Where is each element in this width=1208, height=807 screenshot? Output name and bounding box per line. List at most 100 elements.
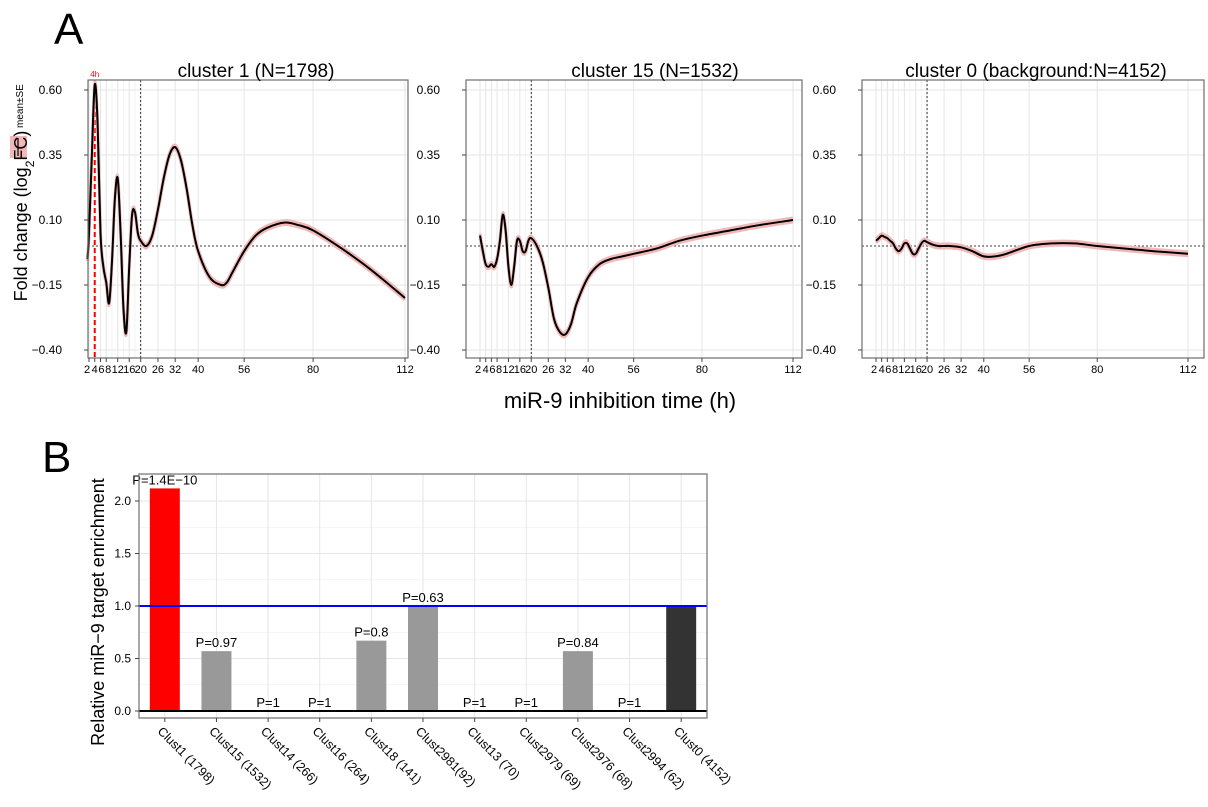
se-band-upper (874, 232, 1189, 257)
x-tick-label: 80 (696, 364, 708, 376)
x-tick-label: 16 (910, 364, 922, 376)
mean-series-line (875, 234, 1189, 258)
bar (562, 651, 593, 711)
x-tick-label: 112 (784, 364, 802, 376)
mean-series-line (479, 213, 794, 336)
y-tick-label: 1.0 (114, 599, 131, 613)
p-value-label: P=1 (256, 695, 280, 710)
x-tick-label: 80 (1091, 364, 1103, 376)
fold-change-axis-label: Fold change (log2FC) (11, 131, 37, 302)
x-tick-label: 2 (871, 364, 877, 376)
y-tick-label: −0.15 (32, 278, 63, 292)
bar (666, 606, 697, 711)
y-tick-label: 0.60 (417, 83, 441, 97)
bar (408, 606, 438, 711)
y-tick-label: −0.40 (32, 343, 63, 357)
chart-title: cluster 1 (N=1798) (178, 61, 335, 82)
x-tick-label: 32 (559, 364, 571, 376)
y-tick-label: 0.35 (417, 148, 441, 162)
x-tick-label: 4 (92, 364, 98, 376)
x-tick-label: 40 (978, 364, 990, 376)
y-tick-label: 1.5 (114, 547, 131, 561)
y-tick-label: 0.35 (39, 148, 63, 162)
se-band-lower (874, 236, 1189, 261)
x-tick-label: 32 (169, 364, 181, 376)
plot-frame (87, 79, 409, 359)
x-tick-label: 6 (98, 364, 104, 376)
p-value-label: P=1 (463, 695, 487, 710)
x-tick-label: 2 (475, 364, 481, 376)
legend: mean±SE (10, 84, 27, 158)
x-tick-label: 40 (192, 364, 204, 376)
p-value-label: P=0.84 (557, 635, 599, 650)
x-tick-label: 56 (628, 364, 640, 376)
x-tick-label: 56 (238, 364, 250, 376)
x-tick-label: 32 (955, 364, 967, 376)
highlight-label: 4h (90, 70, 99, 79)
p-value-label: P=0.97 (196, 635, 238, 650)
x-tick-label: 12 (112, 364, 124, 376)
mean-series-line (86, 82, 406, 335)
bar (201, 651, 232, 711)
y-tick-label: −0.15 (806, 278, 837, 292)
x-tick-label: 20 (525, 364, 537, 376)
plot-background (88, 80, 408, 358)
x-tick-label: 112 (396, 364, 414, 376)
plot-frame (861, 79, 1205, 359)
x-tick-label: 56 (1023, 364, 1035, 376)
x-tick-label: 16 (123, 364, 135, 376)
x-tick-label: 112 (1179, 364, 1197, 376)
line-chart-cluster-15: −0.40 −0.15 0.10 0.35 0.60 2 4 6 8 12 16 20 26 32 40 56… (410, 61, 803, 376)
p-value-label: P=1 (308, 695, 332, 710)
panel-letter-b: B (42, 433, 71, 482)
y-tick-label: −0.40 (410, 343, 441, 357)
panel-letter-a: A (54, 5, 84, 54)
y-tick-label: −0.40 (806, 343, 837, 357)
line-chart-cluster-1: 4h −0.40 −0.15 0.10 0.35 0.60 2 4 6 8 12 16 20 26 32 40… (32, 61, 414, 376)
y-tick-label: −0.15 (410, 278, 441, 292)
y-tick-label: 0.35 (813, 148, 837, 162)
x-tick-label: 26 (152, 364, 164, 376)
x-tick-label: 6 (885, 364, 891, 376)
x-tick-label: 12 (502, 364, 514, 376)
shared-x-axis-label: miR-9 inhibition time (h) (504, 388, 736, 413)
bar (356, 640, 387, 711)
x-tick-label: 40 (582, 364, 594, 376)
bar-y-axis-label: Relative miR−9 target enrichment (88, 478, 108, 746)
y-tick-label: 2.0 (114, 494, 131, 508)
y-tick-label: 0.10 (39, 213, 63, 227)
x-tick-label: 4 (879, 364, 885, 376)
p-value-label: P=1 (515, 695, 539, 710)
x-tick-label: 2 (84, 364, 90, 376)
y-tick-label: 0.60 (39, 83, 63, 97)
x-tick-label: 12 (898, 364, 910, 376)
p-value-label: P=0.8 (354, 625, 388, 640)
x-tick-label: 8 (105, 364, 111, 376)
p-value-label: P=1.4E−10 (132, 472, 197, 487)
x-tick-label: 20 (135, 364, 147, 376)
y-tick-label: 0.5 (114, 652, 131, 666)
p-value-label: P=1 (618, 695, 642, 710)
x-tick-label: 26 (542, 364, 554, 376)
x-tick-label: 4 (483, 364, 489, 376)
line-chart-cluster-0: −0.40 −0.15 0.10 0.35 0.60 2 4 6 8 12 16 20 26 32 40 56… (806, 61, 1205, 376)
chart-title: cluster 0 (background:N=4152) (905, 61, 1166, 82)
chart-title: cluster 15 (N=1532) (571, 61, 738, 82)
x-tick-label: 16 (514, 364, 526, 376)
x-tick-label: 8 (496, 364, 502, 376)
x-tick-label: 80 (307, 364, 319, 376)
y-tick-label: 0.10 (417, 213, 441, 227)
x-tick-label: 6 (489, 364, 495, 376)
legend-label: mean±SE (15, 84, 26, 128)
plot-background (862, 80, 1204, 358)
p-value-label: P=0.63 (402, 590, 444, 605)
x-tick-label: 20 (921, 364, 933, 376)
y-tick-label: 0.60 (813, 83, 837, 97)
bar (149, 488, 180, 711)
y-tick-label: 0.10 (813, 213, 837, 227)
x-tick-label: 26 (938, 364, 950, 376)
x-tick-label: 8 (892, 364, 898, 376)
y-tick-label: 0.0 (114, 704, 131, 718)
